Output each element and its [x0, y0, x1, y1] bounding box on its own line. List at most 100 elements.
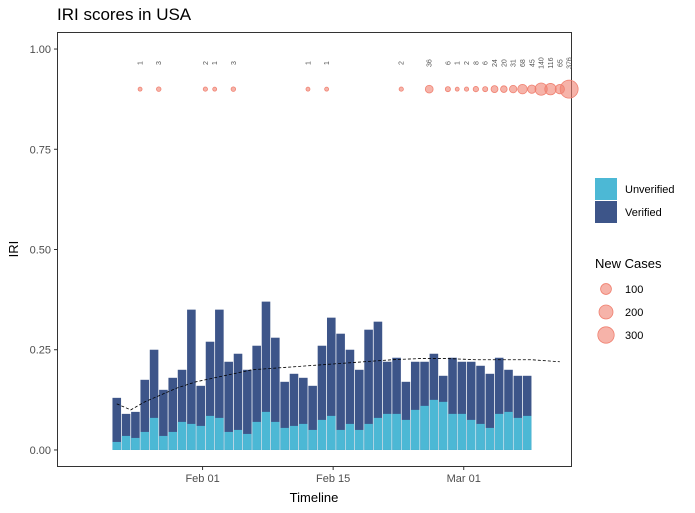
x-tick-label: Feb 15 — [316, 473, 350, 485]
bar-verified — [354, 369, 364, 450]
new-cases-point — [156, 86, 162, 92]
y-tick-label: 0.25 — [30, 345, 51, 357]
legend-size-title: New Cases — [595, 256, 662, 271]
new-cases-label: 8 — [473, 61, 480, 65]
bar-unverified — [317, 419, 327, 450]
y-axis-title: IRI — [6, 241, 21, 258]
bar-verified — [457, 361, 467, 450]
bar-unverified — [308, 429, 317, 450]
new-cases-label: 116 — [548, 57, 555, 68]
bar-unverified — [261, 411, 271, 450]
bar-unverified — [382, 413, 392, 450]
bar-unverified — [401, 419, 411, 450]
bar-unverified — [364, 423, 373, 450]
bar-verified — [345, 349, 355, 450]
chart-title: IRI scores in USA — [57, 5, 192, 24]
bar-verified — [448, 357, 457, 450]
legend: Unverified Verified New Cases 100 200 300 — [595, 178, 675, 344]
bar-unverified — [252, 421, 261, 450]
bar-unverified — [448, 413, 457, 450]
bar-verified — [373, 321, 383, 450]
bar-verified — [476, 365, 485, 450]
bar-unverified — [149, 417, 159, 450]
legend-size-circle — [600, 283, 612, 295]
bar-unverified — [187, 423, 196, 450]
bar-verified — [504, 369, 513, 450]
bar-verified — [131, 411, 140, 450]
x-axis: Feb 01 Feb 15 Mar 01 — [185, 466, 481, 485]
bar-verified — [289, 373, 299, 450]
bar-verified — [168, 377, 178, 450]
new-cases-label: 1 — [138, 61, 145, 65]
bar-unverified — [177, 421, 187, 450]
bar-unverified — [121, 435, 131, 450]
new-cases-point — [424, 84, 434, 94]
bar-verified — [224, 361, 233, 450]
new-cases-label: 6 — [483, 61, 490, 65]
new-cases-label: 1 — [212, 61, 219, 65]
new-cases-point — [324, 86, 330, 92]
new-cases-point — [490, 85, 499, 93]
new-cases-point — [454, 86, 460, 92]
new-cases-label: 376 — [567, 57, 574, 69]
bar-unverified — [159, 435, 168, 450]
bar-unverified — [271, 421, 280, 450]
new-cases-label: 65 — [557, 59, 564, 67]
bar-verified — [466, 361, 476, 450]
new-cases-point — [509, 85, 518, 94]
new-cases-label: 2 — [464, 61, 471, 65]
new-cases-point — [137, 86, 143, 92]
bar-verified — [522, 375, 532, 450]
bar-verified — [299, 377, 308, 450]
new-cases-label: 140 — [539, 57, 546, 69]
legend-size-label: 200 — [625, 307, 643, 319]
bar-unverified — [131, 437, 140, 450]
bar-verified — [261, 301, 271, 450]
new-cases-label: 2 — [203, 61, 210, 65]
new-cases-point — [444, 86, 451, 93]
bar-verified — [420, 361, 429, 450]
bar-unverified — [494, 413, 504, 450]
new-cases-point — [305, 86, 311, 92]
new-cases-label: 20 — [501, 59, 508, 67]
y-tick-label: 1.00 — [30, 44, 51, 56]
y-tick-label: 0.75 — [30, 144, 51, 156]
bar-unverified — [457, 413, 467, 450]
bar-unverified — [140, 431, 150, 450]
bar-unverified — [485, 427, 495, 450]
bar-unverified — [112, 441, 122, 450]
new-cases-point — [202, 86, 208, 92]
new-cases-label: 1 — [324, 61, 331, 65]
bar-verified — [494, 357, 504, 450]
bar-unverified — [345, 423, 355, 450]
bar-unverified — [168, 431, 178, 450]
new-cases-label: 45 — [529, 59, 536, 67]
new-cases-label: 68 — [520, 59, 527, 67]
new-cases-label: 31 — [511, 59, 518, 67]
new-cases-point — [212, 86, 218, 92]
bars-layer — [112, 301, 532, 450]
new-cases-point — [472, 86, 479, 93]
new-cases-point — [517, 83, 528, 95]
bar-verified — [308, 385, 317, 450]
bar-verified — [317, 345, 327, 450]
x-axis-title: Timeline — [290, 490, 339, 505]
legend-swatch — [595, 201, 617, 223]
bar-unverified — [243, 433, 252, 450]
bar-unverified — [326, 415, 336, 450]
bar-unverified — [522, 415, 532, 450]
bar-verified — [243, 369, 252, 450]
new-cases-label: 24 — [492, 59, 499, 67]
trend-line — [116, 358, 560, 411]
bar-unverified — [280, 427, 289, 450]
bar-unverified — [215, 417, 224, 450]
legend-size-label: 300 — [625, 330, 643, 342]
bar-unverified — [420, 405, 429, 450]
bar-unverified — [336, 429, 345, 450]
bar-unverified — [373, 417, 383, 450]
bar-verified — [513, 375, 523, 450]
legend-swatch — [595, 178, 617, 200]
bar-verified — [149, 349, 159, 450]
bar-verified — [280, 381, 289, 450]
